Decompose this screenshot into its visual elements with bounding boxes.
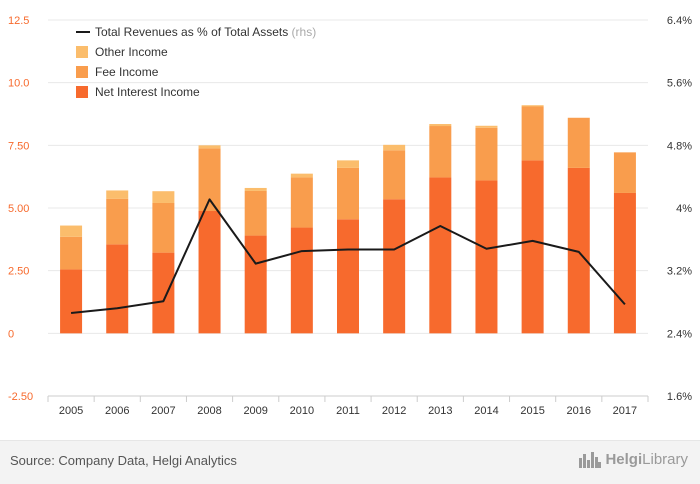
y-left-tick-label: 5.00 — [8, 203, 29, 215]
bar-net-interest-income[interactable] — [290, 227, 313, 334]
legend-item-label[interactable]: Net Interest Income — [95, 85, 200, 99]
bar-net-interest-income[interactable] — [60, 269, 83, 334]
x-tick-label: 2017 — [613, 405, 637, 417]
legend-swatch — [76, 66, 88, 78]
bar-net-interest-income[interactable] — [244, 235, 267, 334]
x-tick-label: 2007 — [151, 405, 175, 417]
legend-item-label[interactable]: Total Revenues as % of Total Assets (rhs… — [95, 25, 316, 39]
legend-item-label[interactable]: Fee Income — [95, 65, 159, 79]
y-right-tick-label: 4% — [676, 203, 692, 215]
bar-fee-income[interactable] — [475, 127, 498, 181]
y-left-tick-label: 2.50 — [8, 266, 29, 278]
x-tick-label: 2008 — [197, 405, 221, 417]
bar-net-interest-income[interactable] — [152, 252, 175, 334]
legend-swatch — [76, 46, 88, 58]
bar-fee-income[interactable] — [567, 117, 590, 168]
y-right-tick-label: 1.6% — [667, 391, 692, 403]
x-tick-label: 2011 — [336, 405, 360, 417]
bar-other-income[interactable] — [106, 190, 129, 199]
x-tick-label: 2005 — [59, 405, 83, 417]
bar-fee-income[interactable] — [613, 152, 636, 193]
y-left-tick-label: 12.5 — [8, 15, 29, 27]
helgi-library-logo[interactable]: Helgi Library — [579, 450, 688, 468]
bar-net-interest-income[interactable] — [613, 192, 636, 334]
y-right-tick-label: 2.4% — [667, 328, 692, 340]
chart: -2.50 0 2.50 5.00 7.50 10.0 12.5 1.6% 2.4% 3.2% 4%… — [8, 15, 692, 417]
bar-net-interest-income[interactable] — [337, 219, 359, 334]
bar-fee-income[interactable] — [244, 190, 267, 236]
bar-net-interest-income[interactable] — [106, 244, 129, 334]
bar-fee-income[interactable] — [290, 177, 313, 228]
bar-other-income[interactable] — [475, 125, 498, 128]
y-right-tick-label: 6.4% — [667, 15, 692, 27]
bar-fee-income[interactable] — [60, 236, 83, 270]
y-right-tick-label: 4.8% — [667, 140, 692, 152]
bar-fee-income[interactable] — [198, 148, 221, 212]
y-left-tick-label: 0 — [8, 328, 14, 340]
bar-other-income[interactable] — [290, 173, 313, 178]
bar-fee-income[interactable] — [106, 198, 129, 245]
bar-other-income[interactable] — [60, 225, 83, 237]
x-tick-label: 2014 — [474, 405, 498, 417]
x-tick-label: 2016 — [567, 405, 591, 417]
city-skyline-icon — [579, 452, 602, 468]
y-right-tick-label: 3.2% — [667, 266, 692, 278]
x-tick-label: 2015 — [520, 405, 544, 417]
bar-other-income[interactable] — [429, 124, 452, 127]
bar-other-income[interactable] — [383, 144, 406, 151]
x-tick-label: 2006 — [105, 405, 129, 417]
bar-net-interest-income[interactable] — [429, 177, 452, 334]
logo-text-helgi: Helgi — [605, 450, 643, 468]
bar-net-interest-income[interactable] — [383, 199, 406, 334]
y-left-tick-label: -2.50 — [8, 391, 33, 403]
legend-rhs-suffix: (rhs) — [288, 25, 316, 39]
bar-other-income[interactable] — [521, 105, 544, 107]
bar-other-income[interactable] — [337, 160, 359, 168]
x-tick-label: 2012 — [382, 405, 406, 417]
x-tick-label: 2013 — [428, 405, 452, 417]
bar-fee-income[interactable] — [429, 126, 452, 178]
bar-net-interest-income[interactable] — [521, 160, 544, 334]
legend-swatch — [76, 86, 88, 98]
bar-net-interest-income[interactable] — [567, 167, 590, 334]
y-right-tick-label: 5.6% — [667, 78, 692, 90]
bar-other-income[interactable] — [244, 187, 267, 191]
bar-other-income[interactable] — [198, 145, 221, 149]
x-tick-label: 2009 — [243, 405, 267, 417]
y-left-tick-label: 10.0 — [8, 78, 29, 90]
bar-other-income[interactable] — [152, 191, 175, 203]
bar-net-interest-income[interactable] — [475, 180, 498, 334]
footer: Source: Company Data, Helgi Analytics He… — [0, 440, 700, 484]
bar-fee-income[interactable] — [521, 106, 544, 161]
logo-text-library: Library — [642, 450, 688, 468]
legend-item-label[interactable]: Other Income — [95, 45, 168, 59]
y-left-tick-label: 7.50 — [8, 140, 29, 152]
bar-fee-income[interactable] — [383, 150, 406, 200]
source-note: Source: Company Data, Helgi Analytics — [10, 453, 237, 468]
bar-net-interest-income[interactable] — [198, 211, 221, 334]
bar-fee-income[interactable] — [337, 167, 359, 220]
x-tick-label: 2010 — [290, 405, 314, 417]
bar-fee-income[interactable] — [152, 202, 175, 253]
line-total-revenues-pct-assets[interactable] — [70, 198, 626, 314]
